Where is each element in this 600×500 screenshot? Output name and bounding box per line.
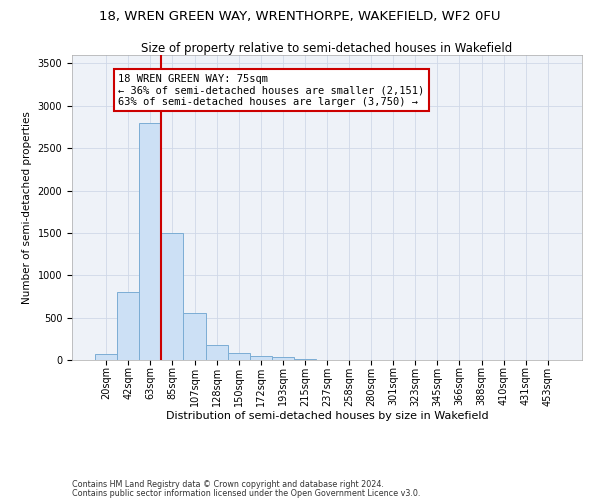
- Bar: [272, 358, 294, 360]
- Text: 18, WREN GREEN WAY, WRENTHORPE, WAKEFIELD, WF2 0FU: 18, WREN GREEN WAY, WRENTHORPE, WAKEFIEL…: [99, 10, 501, 23]
- Bar: [117, 292, 139, 360]
- Title: Size of property relative to semi-detached houses in Wakefield: Size of property relative to semi-detach…: [142, 42, 512, 55]
- Y-axis label: Number of semi-detached properties: Number of semi-detached properties: [22, 111, 32, 304]
- Bar: [184, 314, 206, 360]
- X-axis label: Distribution of semi-detached houses by size in Wakefield: Distribution of semi-detached houses by …: [166, 411, 488, 421]
- Bar: [250, 356, 272, 360]
- Bar: [206, 345, 227, 360]
- Bar: [95, 354, 117, 360]
- Bar: [294, 359, 316, 360]
- Bar: [161, 233, 184, 360]
- Text: 18 WREN GREEN WAY: 75sqm
← 36% of semi-detached houses are smaller (2,151)
63% o: 18 WREN GREEN WAY: 75sqm ← 36% of semi-d…: [118, 74, 425, 107]
- Bar: [227, 353, 250, 360]
- Text: Contains public sector information licensed under the Open Government Licence v3: Contains public sector information licen…: [72, 488, 421, 498]
- Bar: [139, 123, 161, 360]
- Text: Contains HM Land Registry data © Crown copyright and database right 2024.: Contains HM Land Registry data © Crown c…: [72, 480, 384, 489]
